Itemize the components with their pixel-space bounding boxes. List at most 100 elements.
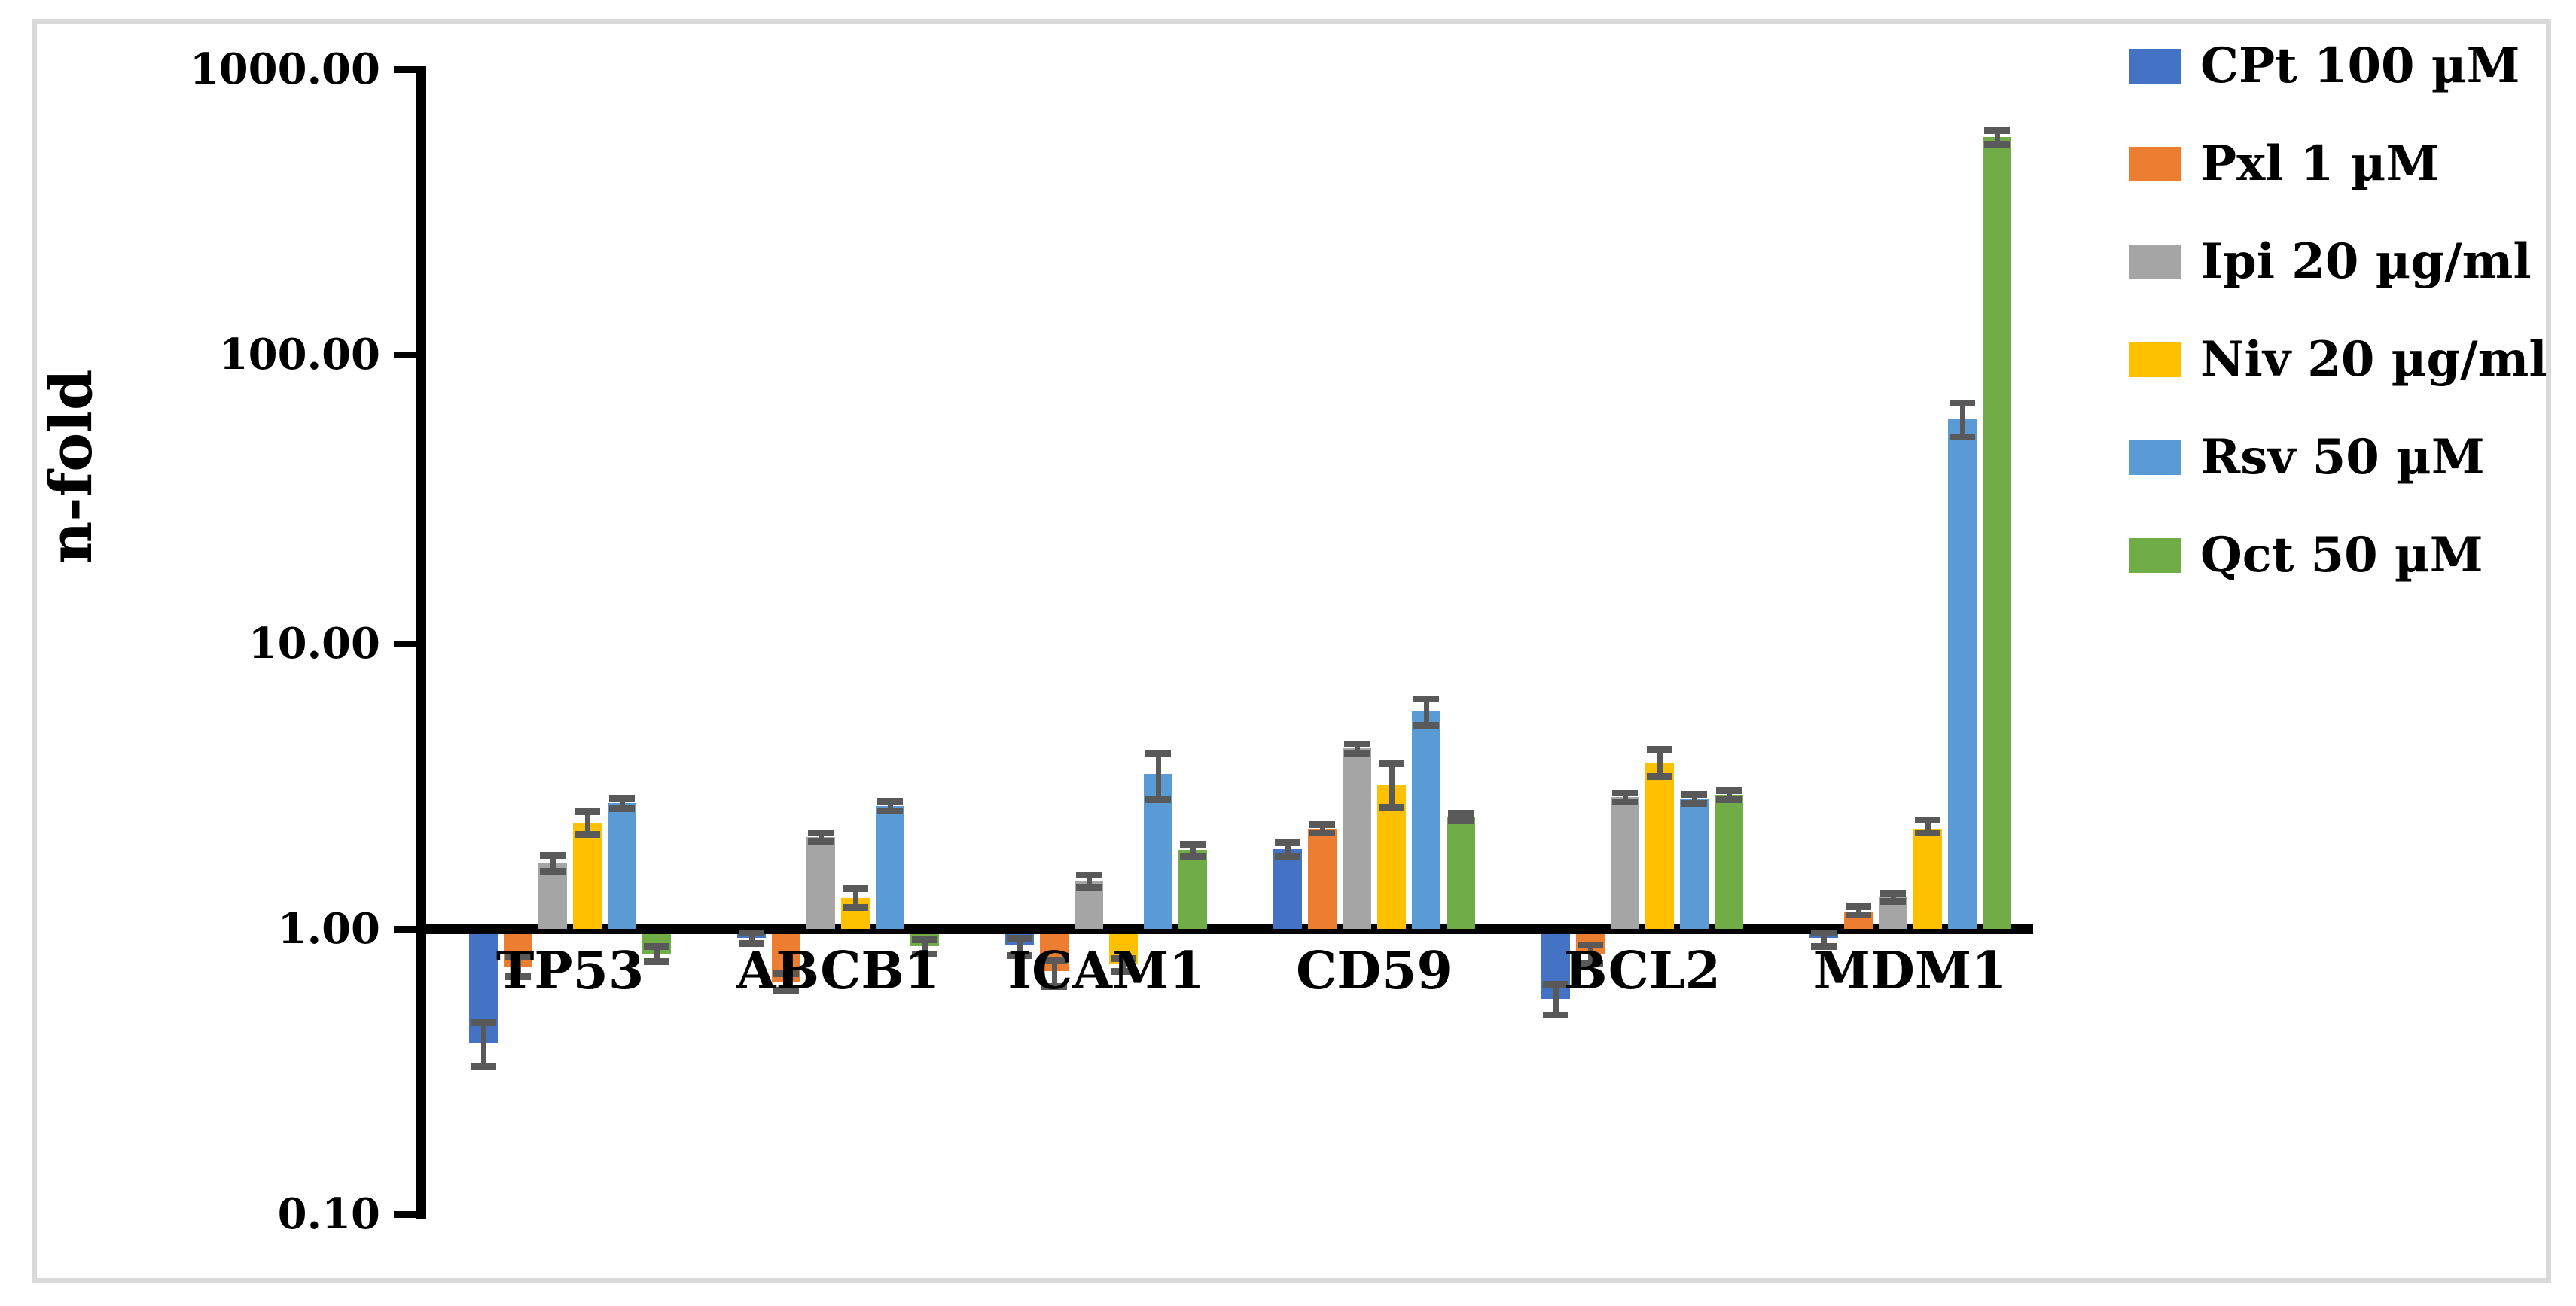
error-cap bbox=[1543, 1012, 1568, 1019]
x-axis-baseline bbox=[416, 924, 2033, 934]
error-bar-rsv-bcl2 bbox=[1691, 794, 1697, 804]
error-cap bbox=[1950, 434, 1975, 441]
error-cap bbox=[1413, 695, 1439, 702]
error-bar-niv-bcl2 bbox=[1657, 748, 1663, 777]
error-bar-qct-icam1 bbox=[1190, 843, 1196, 857]
error-bar-pxl-cd59 bbox=[1319, 824, 1325, 833]
error-cap bbox=[1811, 942, 1837, 950]
figure-border bbox=[32, 19, 2551, 1283]
error-bar-rsv-cd59 bbox=[1423, 698, 1429, 725]
pxl-color-swatch bbox=[2129, 147, 2181, 181]
error-bar-qct-tp53 bbox=[654, 945, 660, 962]
error-bar-cpt-cd59 bbox=[1285, 842, 1291, 857]
bar-niv-bcl2 bbox=[1645, 763, 1674, 929]
error-cap bbox=[1647, 773, 1672, 781]
error-cap bbox=[609, 795, 635, 802]
error-cap bbox=[505, 973, 531, 981]
niv-color-swatch bbox=[2129, 342, 2181, 377]
error-cap bbox=[773, 987, 799, 994]
error-cap bbox=[1846, 903, 1871, 910]
error-bar-pxl-bcl2 bbox=[1587, 945, 1593, 964]
error-cap bbox=[1111, 968, 1136, 976]
error-cap bbox=[1448, 809, 1474, 817]
error-cap bbox=[1309, 821, 1335, 829]
error-bar-ipi-mdm1 bbox=[1890, 892, 1896, 902]
error-bar-rsv-abcb1 bbox=[887, 800, 893, 811]
error-bar-ipi-bcl2 bbox=[1622, 793, 1628, 802]
error-bar-niv-mdm1 bbox=[1925, 820, 1931, 833]
legend-label-cpt: CPt 100 µM bbox=[2200, 38, 2520, 94]
error-cap bbox=[843, 884, 868, 892]
y-tick-0-10 bbox=[394, 1211, 416, 1218]
bar-niv-mdm1 bbox=[1913, 828, 1942, 929]
error-bar-pxl-icam1 bbox=[1051, 959, 1057, 987]
y-axis-title: n-fold bbox=[37, 369, 105, 565]
bar-cpt-cd59 bbox=[1273, 849, 1302, 929]
error-cap bbox=[1379, 804, 1404, 811]
error-bar-cpt-mdm1 bbox=[1821, 933, 1827, 946]
error-cap bbox=[843, 904, 868, 912]
error-cap bbox=[1180, 853, 1206, 860]
error-cap bbox=[1612, 790, 1638, 797]
error-cap bbox=[1275, 853, 1300, 860]
error-cap bbox=[575, 808, 600, 815]
error-cap bbox=[1716, 796, 1742, 803]
category-label-mdm1: MDM1 bbox=[1813, 941, 2007, 1001]
error-cap bbox=[1578, 960, 1603, 967]
error-bar-pxl-tp53 bbox=[515, 956, 521, 977]
error-cap bbox=[1145, 796, 1171, 803]
category-label-tp53: TP53 bbox=[495, 941, 645, 1001]
y-tick-1000 bbox=[394, 66, 416, 73]
category-label-icam1: ICAM1 bbox=[1008, 941, 1205, 1001]
y-tick-label-1: 1.00 bbox=[277, 904, 380, 954]
bar-qct-bcl2 bbox=[1715, 794, 1743, 929]
category-label-cd59: CD59 bbox=[1296, 941, 1453, 1001]
error-cap bbox=[739, 930, 764, 936]
error-cap bbox=[1880, 898, 1906, 906]
bar-ipi-abcb1 bbox=[806, 836, 835, 929]
error-cap bbox=[808, 838, 834, 845]
y-tick-100 bbox=[394, 352, 416, 358]
error-cap bbox=[1984, 140, 2010, 148]
error-cap bbox=[471, 1019, 496, 1027]
error-bar-cpt-icam1 bbox=[1017, 937, 1023, 955]
error-cap bbox=[609, 805, 635, 813]
error-cap bbox=[1950, 399, 1975, 406]
legend-label-qct: Qct 50 µM bbox=[2200, 527, 2483, 583]
bar-rsv-abcb1 bbox=[876, 805, 904, 929]
bar-ipi-bcl2 bbox=[1611, 796, 1639, 929]
error-bar-ipi-tp53 bbox=[550, 855, 556, 871]
y-tick-label-100: 100.00 bbox=[218, 330, 380, 379]
error-cap bbox=[1041, 956, 1067, 964]
legend-label-ipi: Ipi 20 µg/ml bbox=[2200, 233, 2532, 290]
error-cap bbox=[739, 940, 764, 948]
error-cap bbox=[1681, 791, 1707, 799]
error-cap bbox=[1344, 741, 1370, 748]
bar-ipi-cd59 bbox=[1343, 747, 1371, 929]
bar-pxl-cd59 bbox=[1308, 828, 1337, 929]
bar-rsv-cd59 bbox=[1412, 711, 1440, 929]
qct-color-swatch bbox=[2129, 538, 2181, 573]
bar-rsv-bcl2 bbox=[1680, 799, 1709, 929]
legend-item-ipi: Ipi 20 µg/ml bbox=[2129, 229, 2532, 295]
bar-rsv-mdm1 bbox=[1948, 419, 1977, 929]
cpt-color-swatch bbox=[2129, 49, 2181, 84]
error-cap bbox=[1076, 871, 1102, 878]
bar-rsv-tp53 bbox=[608, 803, 636, 929]
error-cap bbox=[1915, 829, 1940, 836]
error-bar-ipi-abcb1 bbox=[818, 833, 824, 842]
error-bar-pxl-mdm1 bbox=[1855, 906, 1861, 915]
error-cap bbox=[1041, 983, 1067, 991]
error-cap bbox=[1716, 787, 1742, 795]
legend-item-niv: Niv 20 µg/ml bbox=[2129, 327, 2547, 393]
error-cap bbox=[877, 807, 903, 814]
legend-item-rsv: Rsv 50 µM bbox=[2129, 425, 2485, 491]
error-cap bbox=[1543, 981, 1568, 988]
bar-niv-tp53 bbox=[573, 822, 602, 929]
error-cap bbox=[505, 953, 531, 960]
error-cap bbox=[1379, 760, 1404, 768]
legend-label-pxl: Pxl 1 µM bbox=[2200, 135, 2440, 192]
legend-item-cpt: CPt 100 µM bbox=[2129, 33, 2520, 99]
ipi-color-swatch bbox=[2129, 245, 2181, 279]
